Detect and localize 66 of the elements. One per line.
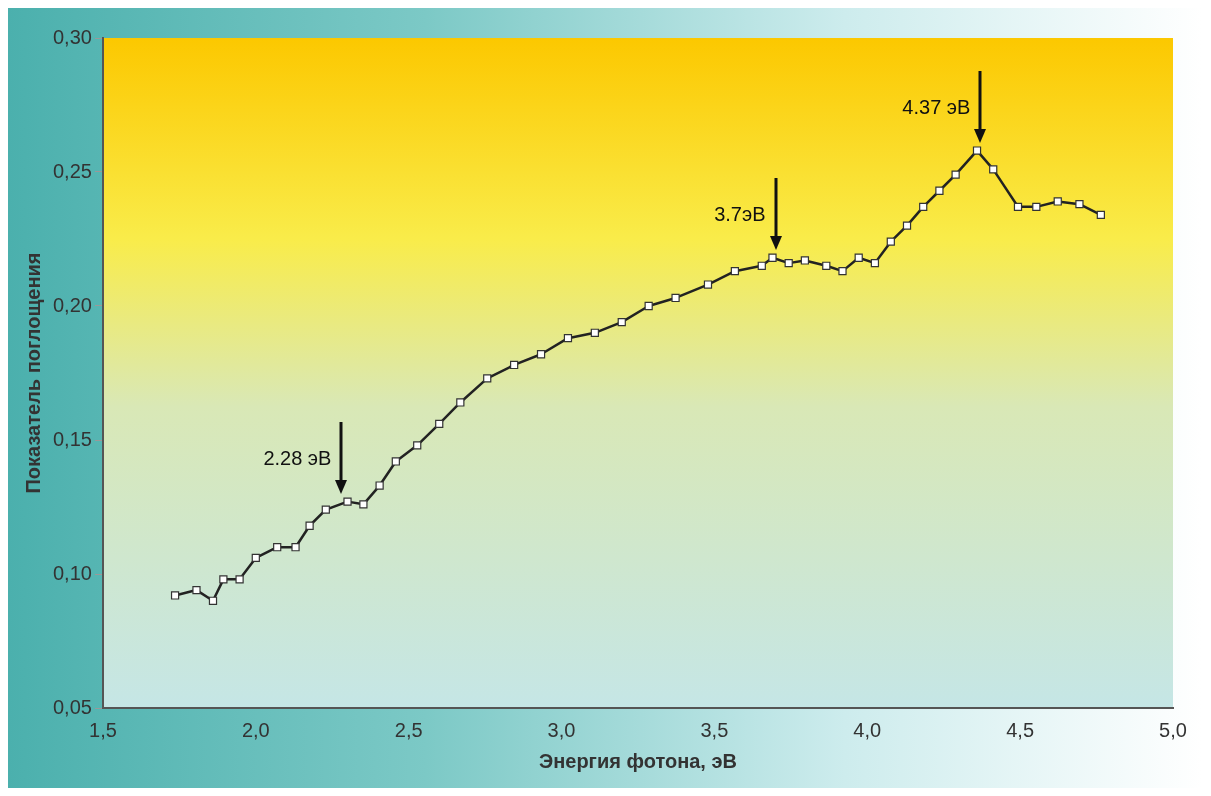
point <box>935 186 944 195</box>
point <box>170 591 180 600</box>
point <box>989 165 998 174</box>
point <box>671 293 680 303</box>
point <box>343 497 352 506</box>
point <box>456 398 465 407</box>
point <box>870 258 880 268</box>
point <box>838 267 847 276</box>
point <box>291 543 300 552</box>
y-tick-label: 0,10 <box>52 561 92 584</box>
point <box>768 253 777 262</box>
point <box>854 253 863 262</box>
point <box>1075 200 1084 209</box>
y-axis-title: Показатель поглощения <box>21 252 44 494</box>
point <box>1013 202 1023 211</box>
point <box>563 334 573 343</box>
point <box>510 360 519 370</box>
point <box>784 258 793 268</box>
x-axis-title: Энергия фотона, эВ <box>538 749 737 772</box>
point <box>951 170 960 179</box>
point <box>1053 197 1062 206</box>
point <box>251 553 260 563</box>
point <box>590 328 599 337</box>
x-tick-label: 1,5 <box>89 718 117 741</box>
point <box>800 256 810 265</box>
point <box>536 350 546 359</box>
point <box>822 261 831 270</box>
point <box>919 202 928 211</box>
annotation: 2.28 эВ <box>263 445 332 470</box>
point <box>886 237 895 246</box>
point <box>483 374 492 383</box>
x-tick-label: 4,5 <box>1006 718 1035 741</box>
y-tick-label: 0,15 <box>52 427 92 450</box>
point <box>391 457 400 466</box>
point <box>375 481 384 490</box>
point <box>273 543 282 552</box>
point <box>1096 210 1105 220</box>
point <box>617 317 626 327</box>
point <box>359 500 368 509</box>
point <box>730 267 740 276</box>
x-tick-label: 4,0 <box>853 718 882 741</box>
x-tick-label: 2,0 <box>241 718 270 741</box>
point <box>192 585 201 595</box>
point <box>219 575 228 584</box>
annotation: 3.7эВ <box>714 201 766 226</box>
point <box>208 596 218 605</box>
point <box>902 221 912 230</box>
y-tick-label: 0,30 <box>52 25 92 48</box>
x-tick-label: 2,5 <box>394 718 423 741</box>
point <box>435 419 444 429</box>
x-tick-label: 5,0 <box>1159 718 1187 741</box>
point <box>305 521 314 530</box>
y-tick-label: 0,25 <box>52 159 92 182</box>
y-tick-label: 0,20 <box>52 293 92 316</box>
point <box>235 575 244 584</box>
annotation: 4.37 эВ <box>902 94 971 119</box>
point <box>1032 202 1041 211</box>
y-tick-label: 0,05 <box>52 695 92 718</box>
point <box>703 280 713 289</box>
x-tick-label: 3,0 <box>547 718 576 741</box>
point <box>644 301 653 311</box>
point <box>413 441 422 450</box>
point <box>321 505 330 514</box>
point <box>972 146 982 155</box>
point <box>757 261 766 270</box>
x-tick-label: 3,5 <box>700 718 729 741</box>
